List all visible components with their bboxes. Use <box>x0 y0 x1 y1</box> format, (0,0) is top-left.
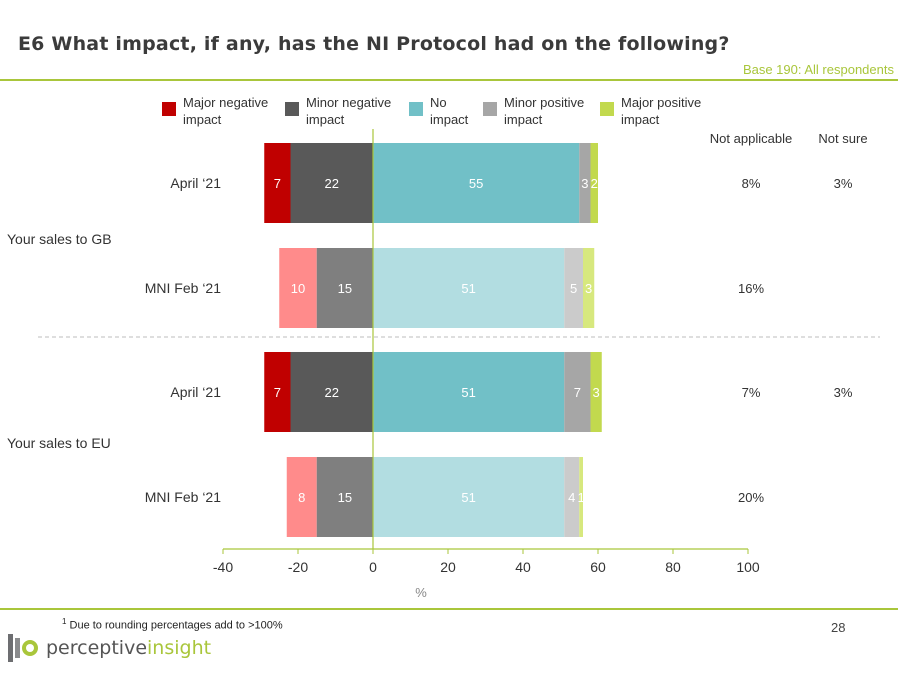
footer-rule <box>0 608 898 610</box>
bar-g1-r2-seg1 <box>279 248 317 328</box>
not-applicable-g2-r1: 7% <box>742 385 761 400</box>
legend-label-4: Minor positive impact <box>504 95 584 127</box>
data-label-g2-r2-seg3: 51 <box>461 490 475 505</box>
logo-word-main: perceptive <box>46 637 148 659</box>
logo-word-accent: insight <box>147 637 212 659</box>
data-label-g2-r1-seg5: 3 <box>593 385 600 400</box>
data-label-g1-r1-seg1: 7 <box>274 176 281 191</box>
bar-g2-r1-seg2 <box>290 352 373 432</box>
legend-swatch-3 <box>409 102 423 116</box>
data-label-g2-r2-seg4: 4 <box>568 490 575 505</box>
row-label-g2-r2: MNI Feb ‘21 <box>145 489 221 505</box>
x-tick-label-60: 60 <box>590 559 606 575</box>
bar-g1-r1-seg4 <box>579 143 591 223</box>
x-tick-label-100: 100 <box>736 559 760 575</box>
not-sure-g2-r1: 3% <box>834 385 853 400</box>
x-tick-label-40: 40 <box>515 559 531 575</box>
bar-g2-r1-seg3 <box>373 352 565 432</box>
not-applicable-g2-r2: 20% <box>738 490 764 505</box>
not-applicable-g1-r2: 16% <box>738 281 764 296</box>
bar-g2-r2-seg4 <box>564 457 580 537</box>
data-label-g1-r2-seg5: 3 <box>585 281 592 296</box>
impact-chart: Major negative impact Minor negative impact… <box>7 95 880 600</box>
row-label-g1-r2: MNI Feb ‘21 <box>145 280 221 296</box>
data-label-g1-r2-seg1: 10 <box>291 281 305 296</box>
legend-label-5: Major positive impact <box>621 95 701 127</box>
data-label-g1-r2-seg2: 15 <box>338 281 352 296</box>
group-label-2: Your sales to EU <box>7 435 111 451</box>
bar-g1-r1-seg3 <box>373 143 580 223</box>
legend-swatch-2 <box>285 102 299 116</box>
legend-label-1: Major negative impact <box>183 95 268 127</box>
x-tick-label-20: 20 <box>440 559 456 575</box>
footnote: 1 Due to rounding percentages add to >10… <box>62 617 283 632</box>
x-tick-label--40: -40 <box>213 559 233 575</box>
bar-g2-r2-seg1 <box>286 457 317 537</box>
bar-g2-r1-seg4 <box>564 352 591 432</box>
bar-g1-r2-seg4 <box>564 248 583 328</box>
column-header-not-applicable: Not applicable <box>710 131 792 146</box>
title-underline <box>0 79 898 81</box>
group-label-1: Your sales to GB <box>7 231 112 247</box>
bar-g1-r1-seg2 <box>290 143 373 223</box>
bar-g1-r2-seg5 <box>583 248 595 328</box>
base-note: Base 190: All respondents <box>742 62 894 77</box>
data-label-g1-r2-seg3: 51 <box>461 281 475 296</box>
data-label-g2-r2-seg5: 1 <box>578 490 585 505</box>
legend-label-3: No impact <box>430 95 469 127</box>
row-label-g1-r1: April ‘21 <box>170 175 221 191</box>
data-label-g2-r1-seg2: 22 <box>325 385 339 400</box>
legend-label-2: Minor negative impact <box>306 95 391 127</box>
bar-g1-r2-seg3 <box>373 248 565 328</box>
page-title: E6 What impact, if any, has the NI Proto… <box>18 33 730 55</box>
bar-g2-r1-seg1 <box>264 352 291 432</box>
data-label-g2-r1-seg1: 7 <box>274 385 281 400</box>
data-label-g1-r1-seg2: 22 <box>325 176 339 191</box>
bar-g2-r2-seg3 <box>373 457 565 537</box>
data-label-g1-r2-seg4: 5 <box>570 281 577 296</box>
data-label-g2-r2-seg2: 15 <box>338 490 352 505</box>
bar-g1-r1-seg1 <box>264 143 291 223</box>
data-label-g1-r1-seg4: 3 <box>581 176 588 191</box>
bar-g1-r1-seg5 <box>590 143 598 223</box>
bar-g2-r1-seg5 <box>590 352 602 432</box>
x-tick-label-0: 0 <box>369 559 377 575</box>
logo-wordmark: perceptiveinsight <box>46 637 211 659</box>
bar-g2-r2-seg5 <box>579 457 583 537</box>
footnote-text: Due to rounding percentages add to >100% <box>66 619 283 632</box>
x-tick-label--20: -20 <box>288 559 308 575</box>
page-number: 28 <box>831 620 846 635</box>
bar-g2-r2-seg2 <box>316 457 373 537</box>
x-tick-label-80: 80 <box>665 559 681 575</box>
legend-swatch-5 <box>600 102 614 116</box>
data-label-g2-r2-seg1: 8 <box>298 490 305 505</box>
legend-swatch-4 <box>483 102 497 116</box>
data-label-g1-r1-seg3: 55 <box>469 176 483 191</box>
data-label-g1-r1-seg5: 2 <box>591 176 598 191</box>
footnote-marker: 1 <box>62 617 67 626</box>
logo-mark-icon <box>8 634 38 662</box>
not-sure-g1-r1: 3% <box>834 176 853 191</box>
not-applicable-g1-r1: 8% <box>742 176 761 191</box>
column-header-not-sure: Not sure <box>818 131 867 146</box>
data-label-g2-r1-seg3: 51 <box>461 385 475 400</box>
data-label-g2-r1-seg4: 7 <box>574 385 581 400</box>
row-label-g2-r1: April ‘21 <box>170 384 221 400</box>
x-axis-label: % <box>415 585 427 600</box>
legend-swatch-1 <box>162 102 176 116</box>
bar-g1-r2-seg2 <box>316 248 373 328</box>
logo: perceptiveinsight <box>6 630 211 666</box>
